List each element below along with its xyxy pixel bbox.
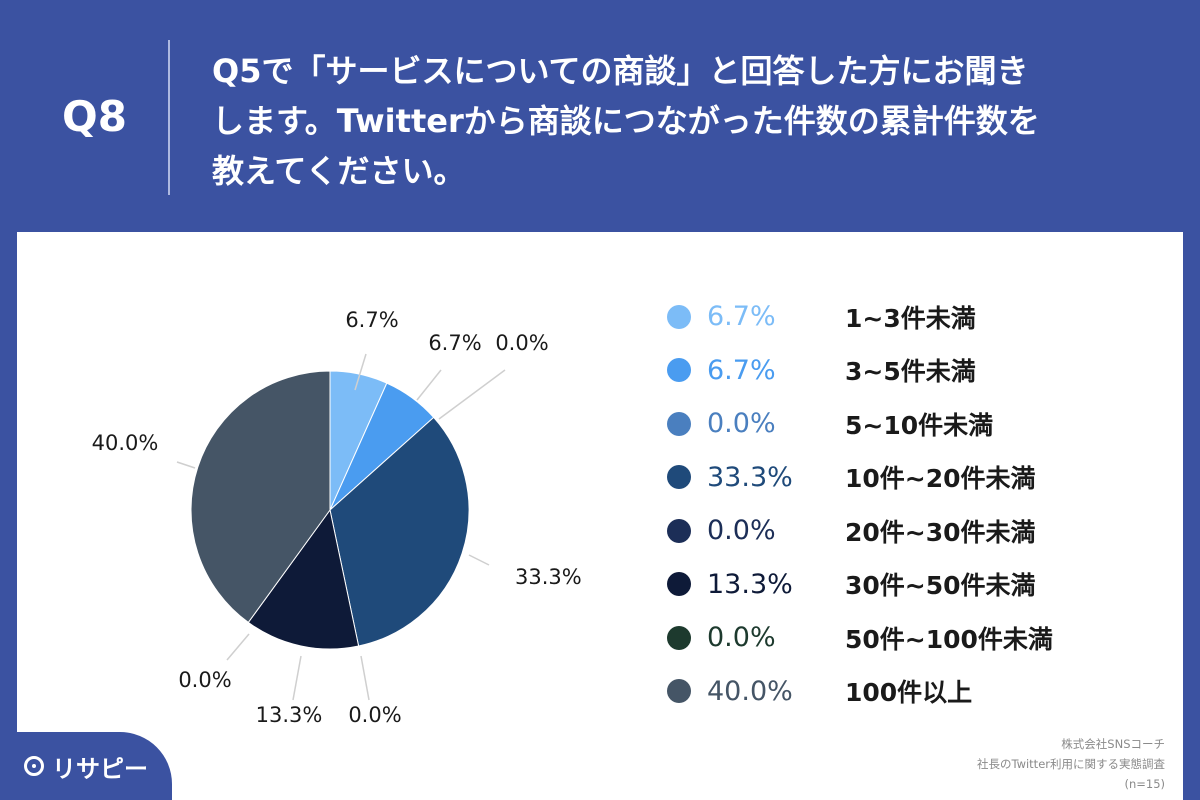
legend-value: 13.3% [707, 568, 793, 600]
legend-category: 50件~100件未満 [845, 624, 1053, 654]
legend-category: 20件~30件未満 [845, 517, 1036, 547]
legend-item: 0.0% 20件~30件未満 [667, 504, 1147, 558]
leader-line-8 [176, 461, 196, 469]
legend-item: 33.3% 10件~20件未満 [667, 451, 1147, 505]
leader-line-3 [438, 369, 506, 420]
pie-chart: 6.7% 6.7% 0.0% 33.3% 0.0% 13.3% 0.0% 40.0% [92, 308, 582, 727]
question-line-2: します。Twitterから商談につながった件数の累計件数を [212, 102, 1040, 140]
legend-item: 0.0% 5~10件未満 [667, 397, 1147, 451]
slice-label-6: 13.3% [256, 703, 323, 727]
slice-label-7: 0.0% [178, 668, 231, 692]
chart-panel: 6.7% 6.7% 0.0% 33.3% 0.0% 13.3% 0.0% 40.0% 6.7%… [17, 232, 1183, 800]
legend-item: 13.3% 30件~50件未満 [667, 558, 1147, 612]
legend-item: 40.0% 100件以上 [667, 665, 1147, 719]
leader-line-2 [416, 369, 442, 401]
legend: 6.7% 1~3件未満 6.7% 3~5件未満 0.0% 5~10件未満 33.3% 10件~… [667, 290, 1147, 718]
legend-value: 0.0% [707, 408, 776, 440]
legend-value: 33.3% [707, 461, 793, 493]
legend-dot [667, 411, 691, 436]
logo-text: リサピー [52, 754, 148, 783]
legend-category: 1~3件未満 [845, 303, 976, 333]
legend-category: 5~10件未満 [845, 410, 994, 440]
legend-item: 6.7% 1~3件未満 [667, 290, 1147, 344]
legend-item: 0.0% 50件~100件未満 [667, 611, 1147, 665]
legend-value: 40.0% [707, 675, 793, 707]
pie-slice-6 [247, 508, 360, 650]
legend-dot [667, 358, 691, 383]
legend-value: 6.7% [707, 301, 776, 333]
source-note: 株式会社SNSコーチ 社長のTwitter利用に関する実態調査 (n=15) [977, 734, 1165, 794]
legend-dot [667, 465, 691, 490]
source-company: 株式会社SNSコーチ [1061, 737, 1165, 751]
question-number: Q8 [62, 92, 127, 141]
leader-line-7 [226, 633, 250, 661]
slice-label-5: 0.0% [348, 703, 401, 727]
pie-slice-4 [329, 416, 470, 647]
header-divider [168, 40, 170, 195]
legend-value: 0.0% [707, 622, 776, 654]
source-sample: (n=15) [1124, 777, 1165, 791]
legend-category: 30件~50件未満 [845, 571, 1036, 601]
legend-category: 3~5件未満 [845, 357, 976, 387]
source-survey: 社長のTwitter利用に関する実態調査 [976, 757, 1165, 771]
legend-dot [667, 304, 691, 329]
header: Q8 Q5で「サービスについての商談」と回答した方にお聞き します。Twitte… [0, 0, 1200, 232]
leader-line-5 [360, 655, 370, 701]
legend-category: 100件以上 [845, 678, 973, 708]
pie-slice-8 [190, 370, 331, 624]
legend-dot [667, 572, 691, 597]
legend-item: 6.7% 3~5件未満 [667, 344, 1147, 398]
slice-label-8: 40.0% [92, 431, 159, 455]
pin-icon [24, 756, 44, 776]
legend-dot [667, 679, 691, 704]
leader-line-4 [468, 554, 490, 566]
question-text: Q5で「サービスについての商談」と回答した方にお聞き します。Twitterから… [212, 46, 1172, 196]
logo: リサピー [0, 732, 172, 800]
question-line-1: Q5で「サービスについての商談」と回答した方にお聞き [212, 52, 1029, 90]
legend-dot [667, 518, 691, 543]
slice-label-2: 6.7% [428, 331, 481, 355]
leader-line-6 [292, 655, 302, 701]
slice-label-3: 0.0% [495, 331, 548, 355]
legend-dot [667, 625, 691, 650]
slice-label-1: 6.7% [345, 308, 398, 332]
legend-category: 10件~20件未満 [845, 464, 1036, 494]
leader-line-1 [354, 353, 367, 391]
slice-label-4: 33.3% [515, 565, 582, 589]
legend-value: 6.7% [707, 354, 776, 386]
question-line-3: 教えてください。 [212, 152, 466, 190]
legend-value: 0.0% [707, 515, 776, 547]
